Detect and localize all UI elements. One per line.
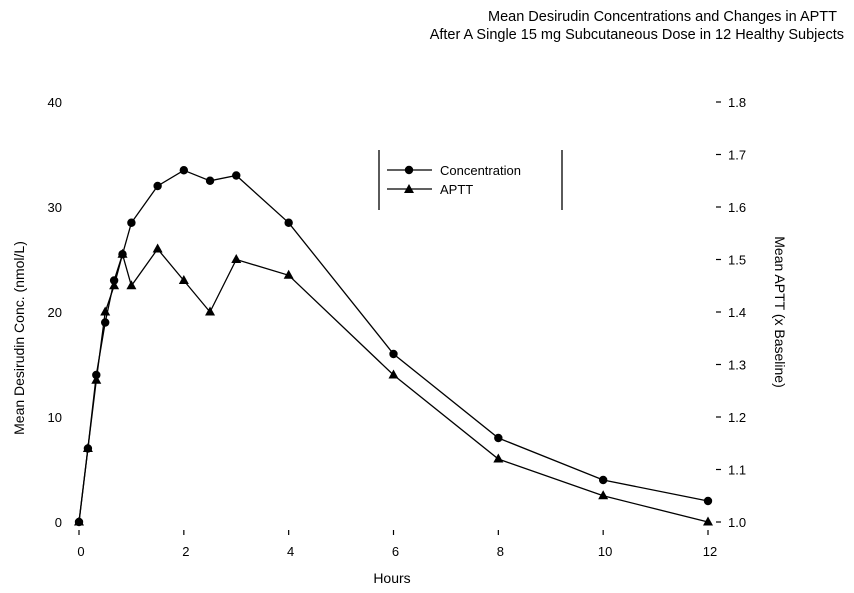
aptt-point (109, 280, 120, 290)
aptt-point (493, 453, 504, 463)
aptt-point (388, 369, 399, 379)
legend: Concentration APTT (378, 150, 563, 210)
right-y-tick-label: 1.8 (728, 95, 746, 110)
right-y-tick-label: 1.1 (728, 463, 746, 478)
concentration-point (232, 171, 241, 180)
legend-concentration-label: Concentration (440, 163, 521, 178)
x-tick-label: 6 (392, 544, 399, 559)
concentration-point (703, 496, 713, 506)
left-y-tick-label: 20 (48, 305, 62, 320)
right-y-tick-label: 1.7 (728, 148, 746, 163)
series-line-concentration (78, 169, 709, 523)
x-tick-label: 0 (77, 544, 84, 559)
aptt-point (74, 516, 84, 526)
aptt-point (598, 490, 609, 500)
concentration-point (153, 181, 162, 191)
concentration-point (127, 218, 136, 227)
x-tick-label: 2 (182, 544, 189, 559)
left-y-axis-label: Mean Desirudin Conc. (nmol/L) (11, 241, 27, 435)
right-y-tick-label: 1.5 (728, 253, 746, 268)
chart-title-line-1: Mean Desirudin Concentrations and Change… (488, 9, 837, 25)
aptt-point (82, 443, 93, 452)
left-y-tick-label: 30 (48, 200, 62, 215)
chart-title-line-2: After A Single 15 mg Subcutaneous Dose i… (430, 27, 844, 43)
concentration-point (494, 433, 503, 443)
x-axis-label: Hours (373, 570, 410, 586)
aptt-point (117, 248, 128, 258)
aptt-point (126, 280, 137, 290)
left-y-tick-label: 0 (55, 515, 62, 530)
aptt-point (231, 254, 242, 263)
left-y-axis: 0 10 20 30 40 (48, 95, 62, 530)
aptt-point (152, 243, 163, 253)
aptt-point (205, 306, 216, 316)
series-line-aptt (78, 247, 709, 523)
right-y-tick-label: 1.6 (728, 200, 746, 215)
aptt-point (178, 275, 189, 284)
left-y-tick-label: 40 (48, 95, 62, 110)
right-y-axis-label: Mean APTT (x Baseline) (772, 236, 788, 387)
right-y-tick-label: 1.3 (728, 358, 746, 373)
concentration-point (179, 166, 189, 175)
concentration-point (389, 349, 398, 359)
legend-concentration-marker (404, 165, 414, 175)
legend-aptt-label: APTT (440, 182, 473, 197)
concentration-point (205, 176, 215, 185)
right-y-tick-label: 1.4 (728, 305, 746, 320)
right-y-tick-label: 1.2 (728, 410, 746, 425)
aptt-point (283, 269, 294, 279)
left-y-tick-label: 10 (48, 410, 62, 425)
aptt-point (91, 374, 102, 384)
concentration-point (284, 218, 293, 227)
x-axis: 0 2 4 6 8 10 12 (77, 530, 717, 559)
concentration-point (101, 318, 110, 327)
aptt-point (100, 306, 111, 316)
series-layer (74, 166, 713, 527)
x-tick-label: 8 (497, 544, 504, 559)
x-tick-label: 10 (598, 544, 612, 559)
x-tick-label: 4 (287, 544, 294, 559)
aptt-point (703, 516, 713, 526)
legend-aptt-marker (404, 184, 414, 193)
x-tick-label: 12 (703, 544, 717, 559)
concentration-point (598, 475, 608, 485)
right-y-tick-label: 1.0 (728, 515, 746, 530)
right-y-axis: 1.0 1.1 1.2 1.3 1.4 1.5 1.6 1.7 1.8 (716, 95, 746, 530)
